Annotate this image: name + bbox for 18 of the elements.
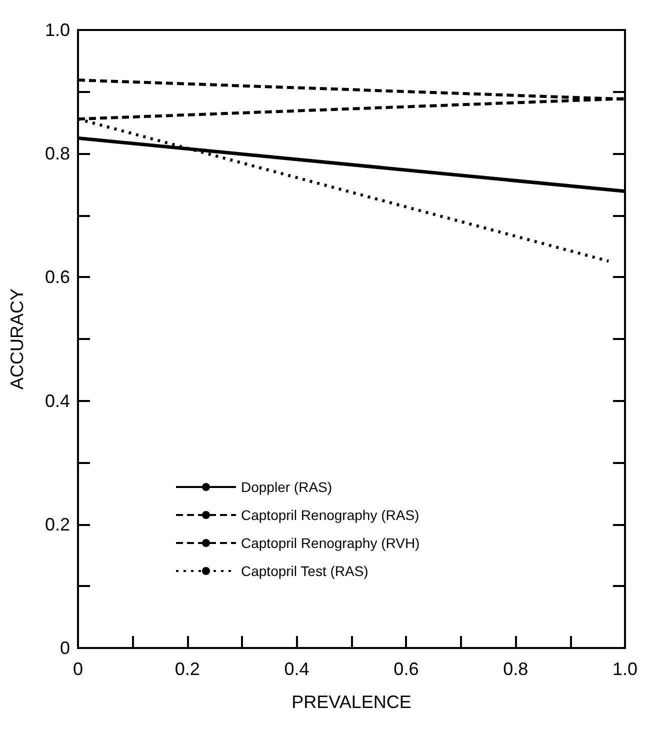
legend-label: Captopril Renography (RAS) <box>241 507 420 523</box>
x-tick-label: 0.2 <box>174 659 200 679</box>
legend-label: Captopril Renography (RVH) <box>241 535 420 551</box>
y-tick-label: 0 <box>60 638 70 658</box>
x-tick-label: 1.0 <box>612 659 638 679</box>
y-tick-label: 0.8 <box>44 144 70 164</box>
x-tick-label: 0.6 <box>394 659 419 679</box>
x-tick-label: 0.8 <box>503 659 528 679</box>
x-tick-label: 0 <box>72 659 84 679</box>
y-tick-label: 0.6 <box>44 267 70 288</box>
y-axis-title: ACCURACY <box>7 288 27 390</box>
y-tick-label: 0.4 <box>44 390 70 411</box>
y-tick-label: 0.2 <box>44 514 70 534</box>
y-tick-label: 1.0 <box>44 20 70 40</box>
legend-label: Doppler (RAS) <box>241 479 332 495</box>
legend-label: Captopril Test (RAS) <box>241 563 368 579</box>
x-axis-title: PREVALENCE <box>292 692 412 712</box>
x-tick-label: 0.4 <box>284 659 310 679</box>
